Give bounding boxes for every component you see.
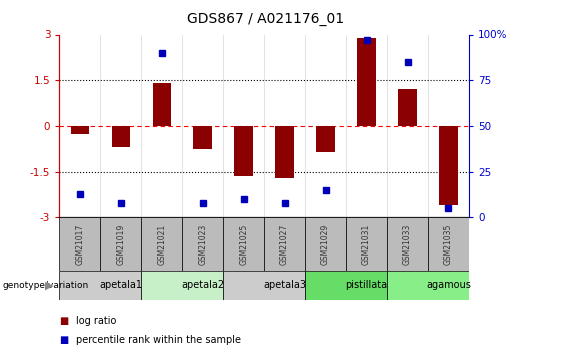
Bar: [193, 126, 212, 149]
Bar: [305, 271, 387, 300]
Text: GSM21017: GSM21017: [75, 224, 84, 265]
Bar: [398, 89, 417, 126]
Bar: [111, 126, 130, 147]
Text: GSM21029: GSM21029: [321, 224, 330, 265]
Bar: [101, 217, 141, 271]
Text: GSM21031: GSM21031: [362, 224, 371, 265]
Bar: [264, 217, 305, 271]
Text: GSM21035: GSM21035: [444, 224, 453, 265]
Text: GSM21021: GSM21021: [157, 224, 166, 265]
Bar: [346, 217, 387, 271]
Text: GSM21023: GSM21023: [198, 224, 207, 265]
Text: pistillata: pistillata: [345, 280, 388, 290]
Bar: [141, 217, 182, 271]
Text: percentile rank within the sample: percentile rank within the sample: [76, 335, 241, 345]
Bar: [316, 126, 335, 152]
Text: GSM21027: GSM21027: [280, 224, 289, 265]
Text: ■: ■: [59, 316, 68, 326]
Bar: [71, 126, 89, 134]
Text: log ratio: log ratio: [76, 316, 116, 326]
Bar: [141, 271, 223, 300]
Bar: [428, 217, 469, 271]
Bar: [153, 83, 171, 126]
Text: apetala3: apetala3: [263, 280, 306, 290]
Text: GSM21025: GSM21025: [239, 224, 248, 265]
Bar: [357, 38, 376, 126]
Bar: [305, 217, 346, 271]
Bar: [275, 126, 294, 178]
Bar: [223, 271, 305, 300]
Text: genotype/variation: genotype/variation: [3, 281, 89, 290]
Text: apetala2: apetala2: [181, 280, 224, 290]
Text: agamous: agamous: [426, 280, 471, 290]
Text: ▶: ▶: [45, 280, 54, 290]
Bar: [59, 271, 141, 300]
Bar: [387, 217, 428, 271]
Bar: [182, 217, 223, 271]
Text: GSM21033: GSM21033: [403, 224, 412, 265]
Bar: [223, 217, 264, 271]
Text: ■: ■: [59, 335, 68, 345]
Text: GDS867 / A021176_01: GDS867 / A021176_01: [187, 12, 344, 26]
Bar: [439, 126, 458, 205]
Text: apetala1: apetala1: [99, 280, 142, 290]
Text: GSM21019: GSM21019: [116, 224, 125, 265]
Bar: [234, 126, 253, 176]
Bar: [387, 271, 469, 300]
Bar: [59, 217, 101, 271]
